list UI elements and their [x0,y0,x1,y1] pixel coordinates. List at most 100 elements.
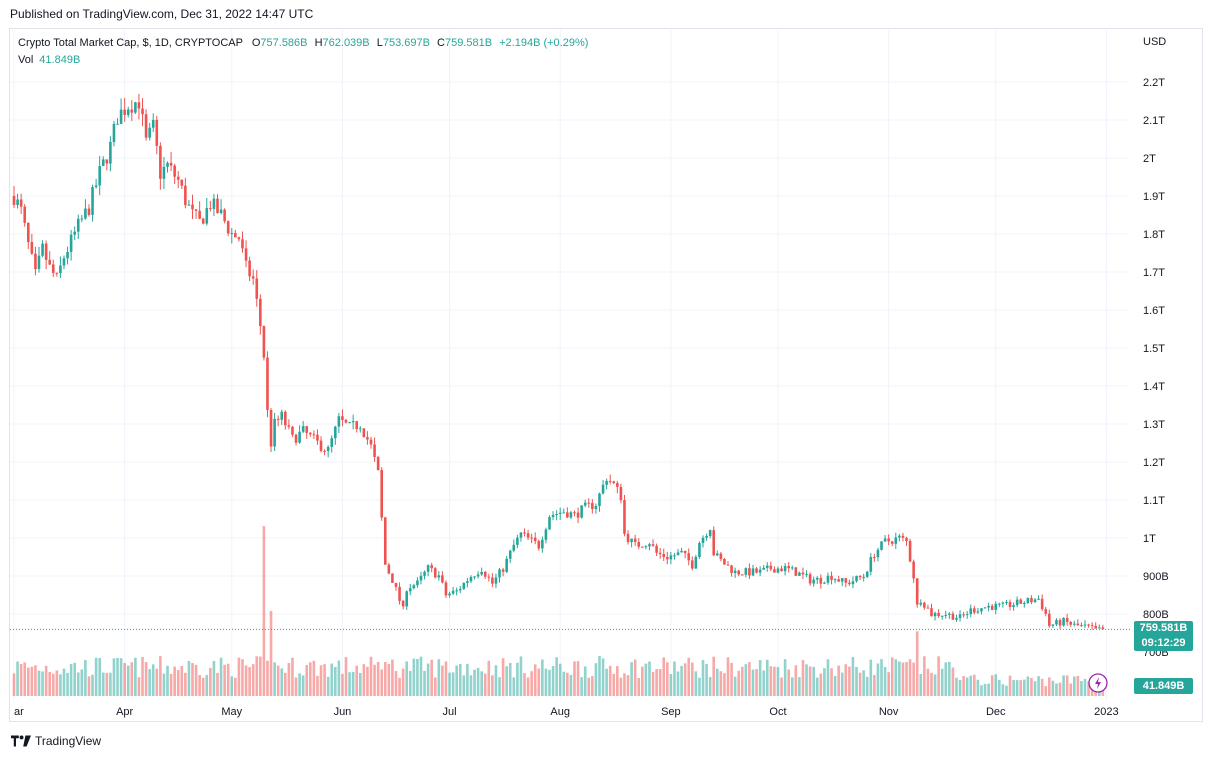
candle-body [1008,601,1012,607]
volume-bar [444,661,448,696]
candle-body [209,208,212,210]
volume-bar [708,677,712,696]
volume-bar [305,664,309,696]
volume-bar [151,664,155,696]
candle-body [1040,598,1044,610]
y-tick-label: 1.7T [1143,267,1165,279]
close-value: 759.581B [444,37,493,49]
volume-bar [801,659,805,696]
candle-body [919,602,923,605]
candle-body [876,549,880,558]
candle-body [84,208,87,219]
volume-bar [448,672,451,696]
volume-bar [344,657,348,696]
candle-body [880,541,883,550]
volume-bar [594,663,598,696]
volume-bar [890,657,894,696]
candle-body [301,426,305,432]
candle-body [273,418,276,447]
volume-bar [940,668,944,696]
candle-body [401,600,405,607]
volume-bar [905,661,908,696]
volume-label[interactable]: Vol [18,54,34,66]
candle-body [555,513,558,515]
volume-bar [862,670,865,696]
candle-body [151,119,155,128]
candle-body [912,561,915,579]
candle-body [141,108,144,115]
volume-bar [312,660,316,696]
volume-bar [723,673,726,696]
volume-bar [1087,681,1090,696]
x-tick-label: Dec [986,706,1006,718]
volume-bar [244,665,248,696]
candle-body [673,555,676,557]
candle-body [87,208,91,215]
volume-bar [155,668,159,696]
volume-bar [973,674,976,696]
y-tick-label: 2T [1143,153,1156,165]
low-label: L [376,37,383,49]
volume-bar [491,675,494,696]
candle-body [112,123,116,142]
volume-bar [391,659,394,696]
candle-body [169,162,173,166]
candle-body [312,434,316,436]
candle-body [251,276,255,279]
volume-bar [280,668,284,696]
candle-body [1044,609,1048,614]
candle-body [512,544,516,551]
candle-body [59,265,62,274]
chart-legend: Crypto Total Market Cap, $, 1D, CRYPTOCA… [18,35,588,69]
x-tick-label: 2023 [1094,706,1118,718]
candle-body [698,543,701,557]
volume-bar [844,664,848,696]
volume-bar [219,657,223,696]
volume-bar [373,664,376,696]
volume-bar [483,673,487,696]
candle-body [119,109,123,124]
volume-bar [398,677,401,696]
candle-body [815,577,819,580]
candle-body [144,114,148,138]
volume-bar [383,662,387,696]
volume-bar [569,674,573,696]
volume-bar [416,658,419,696]
candle-body [873,557,876,559]
volume-bar [983,683,987,696]
candle-body [526,533,530,538]
candle-body [116,123,119,125]
volume-bar [787,669,790,696]
candle-body [580,505,583,518]
candle-body [34,253,37,270]
candle-body [619,486,623,501]
candle-body [430,565,433,569]
candle-body [494,577,498,584]
volume-bar [55,670,59,696]
candle-body [823,582,826,584]
candle-body [591,502,594,510]
volume-bar [401,668,405,696]
candle-body [1033,599,1037,603]
volume-bar [201,677,205,696]
volume-bar [516,662,519,696]
symbol-name[interactable]: Crypto Total Market Cap, $, 1D, CRYPTOCA… [18,37,243,49]
candle-body [148,127,151,138]
candle-body [473,576,476,578]
candle-body [633,538,637,542]
candle-body [983,607,987,609]
candle-body [355,421,359,429]
volume-bar [276,665,280,696]
volume-bar [1026,676,1030,696]
candle-body [566,512,569,518]
currency-label[interactable]: USD [1143,36,1166,48]
candle-body [212,198,216,209]
candle-body [184,185,187,206]
low-value: 753.697B [382,37,430,49]
candle-body [362,428,366,438]
volume-bar [962,676,965,696]
candle-body [287,425,291,427]
candle-body [1019,599,1023,604]
volume-bar [1080,680,1083,696]
